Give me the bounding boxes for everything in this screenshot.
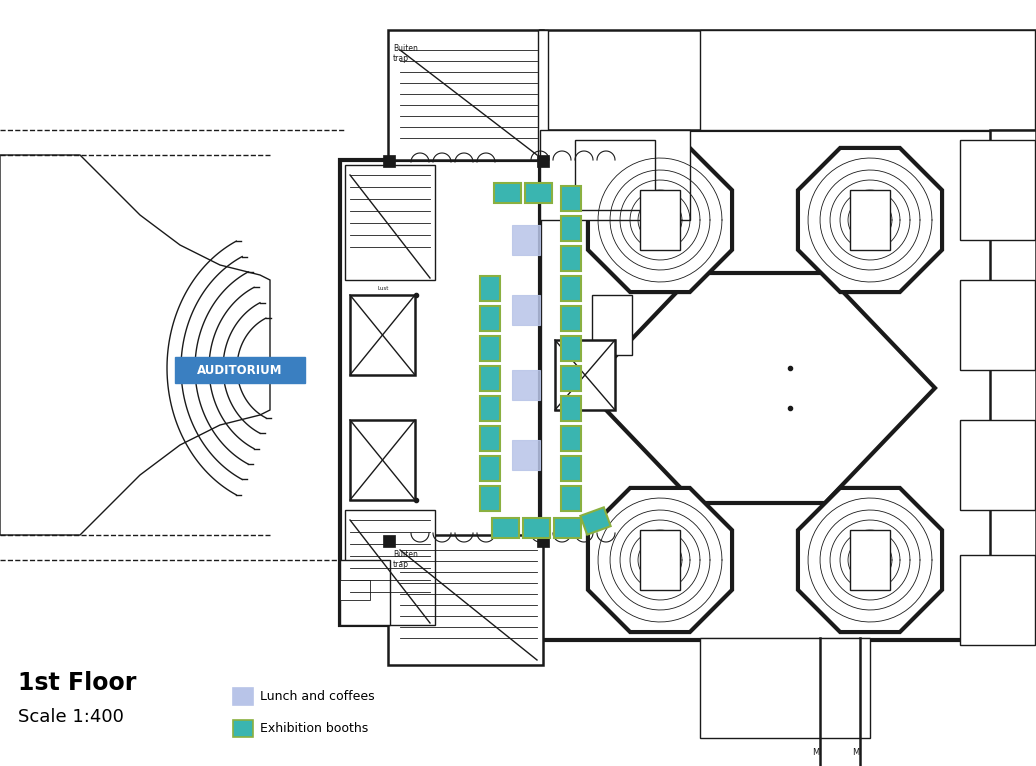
Bar <box>383 535 395 547</box>
Bar <box>562 366 581 391</box>
Bar <box>700 30 1035 130</box>
Bar <box>640 530 680 590</box>
Text: Buiten
trap: Buiten trap <box>393 44 418 64</box>
Bar <box>990 130 1036 640</box>
Text: AUDITORIUM: AUDITORIUM <box>197 364 283 377</box>
Polygon shape <box>0 155 270 535</box>
Polygon shape <box>580 507 610 535</box>
Bar <box>540 30 1035 130</box>
Bar <box>345 165 435 280</box>
Bar <box>480 456 500 481</box>
Bar <box>700 638 870 738</box>
Bar <box>850 190 890 250</box>
Bar <box>575 140 655 210</box>
Bar <box>562 426 581 451</box>
Bar <box>480 336 500 361</box>
Bar <box>555 340 615 410</box>
Bar <box>537 535 549 547</box>
Bar <box>480 366 500 391</box>
Bar <box>537 155 549 167</box>
Bar <box>562 216 581 241</box>
Text: Lunch and coffees: Lunch and coffees <box>260 690 375 703</box>
Bar <box>175 357 305 383</box>
Polygon shape <box>798 488 942 632</box>
Bar <box>512 440 540 470</box>
Bar <box>480 276 500 301</box>
Bar <box>960 140 1035 240</box>
Bar <box>340 580 370 600</box>
Bar <box>525 183 552 203</box>
Bar <box>480 426 500 451</box>
Text: 1st Floor: 1st Floor <box>18 671 137 695</box>
Bar <box>512 225 540 255</box>
Bar <box>512 370 540 400</box>
Polygon shape <box>588 488 732 632</box>
Bar <box>960 555 1035 645</box>
Text: M: M <box>812 748 819 757</box>
Bar <box>562 396 581 421</box>
Text: Buiten
trap: Buiten trap <box>393 550 418 569</box>
Bar <box>960 280 1035 370</box>
Bar <box>350 420 415 500</box>
Text: M: M <box>852 748 859 757</box>
Bar <box>383 155 395 167</box>
Bar <box>540 130 690 220</box>
Text: Scale 1:400: Scale 1:400 <box>18 708 124 726</box>
Text: Lust: Lust <box>378 286 390 291</box>
Bar <box>562 336 581 361</box>
Bar <box>592 295 632 355</box>
Bar <box>540 130 1030 640</box>
Bar <box>492 518 519 538</box>
Bar <box>494 183 521 203</box>
Bar <box>562 306 581 331</box>
Bar <box>960 420 1035 510</box>
Bar <box>480 486 500 511</box>
Bar <box>350 295 415 375</box>
Bar <box>554 518 581 538</box>
Polygon shape <box>585 273 936 503</box>
Bar <box>562 246 581 271</box>
Bar <box>345 510 435 625</box>
Bar <box>233 720 253 737</box>
Bar <box>523 518 550 538</box>
Bar <box>388 535 543 665</box>
Bar <box>562 456 581 481</box>
Bar <box>388 30 543 160</box>
Bar <box>562 276 581 301</box>
Bar <box>562 486 581 511</box>
Polygon shape <box>798 148 942 292</box>
Text: Exhibition booths: Exhibition booths <box>260 722 368 735</box>
Bar <box>850 530 890 590</box>
Bar <box>480 396 500 421</box>
Bar <box>512 295 540 325</box>
Bar <box>562 186 581 211</box>
Bar <box>538 30 548 160</box>
Bar <box>340 560 390 625</box>
Bar <box>233 688 253 705</box>
Bar <box>340 160 540 625</box>
Bar <box>640 190 680 250</box>
Polygon shape <box>588 148 732 292</box>
Bar <box>480 306 500 331</box>
